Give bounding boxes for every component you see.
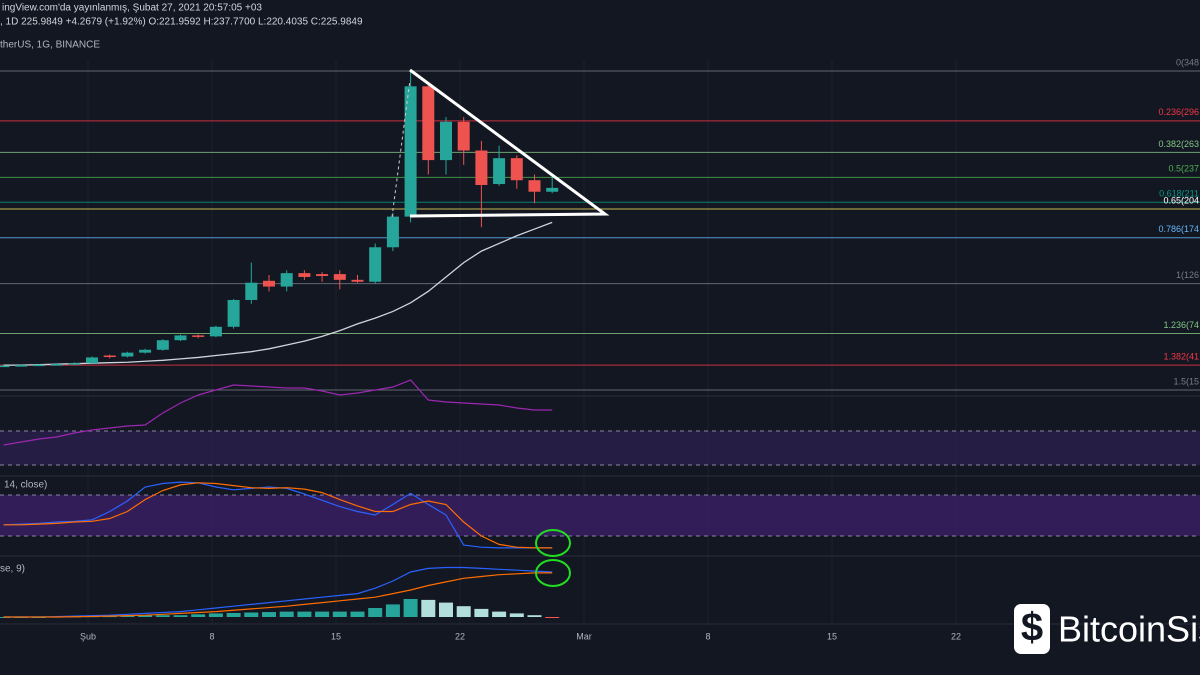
fib-label: 0.5(237 [1168, 164, 1199, 174]
candle-body [121, 352, 134, 357]
candle-body [386, 216, 399, 248]
macd-histogram-bar [527, 615, 542, 617]
macd-histogram-bar [456, 606, 471, 617]
macd-histogram-bar [244, 612, 259, 617]
x-tick-label: Şub [80, 631, 96, 641]
candle-body [457, 121, 470, 151]
stoch-band [0, 495, 1200, 536]
macd-histogram-bar [421, 599, 436, 617]
stoch-label: 14, close) [4, 480, 47, 491]
dotted-guide [391, 79, 411, 218]
candle-body [493, 158, 506, 185]
candle-body [351, 279, 364, 282]
macd-histogram-bar [297, 611, 312, 617]
x-tick-label: 22 [951, 631, 961, 641]
macd-histogram-bar [262, 612, 276, 617]
macd-histogram-bar [155, 615, 170, 617]
fib-label: 1.382(41 [1163, 351, 1199, 361]
macd-histogram-bar [208, 613, 223, 617]
x-tick-label: 15 [331, 631, 341, 641]
candle-body [369, 247, 382, 282]
candle-body [280, 273, 293, 287]
x-tick-label: 8 [209, 631, 214, 641]
fib-label: 1.236(74 [1163, 320, 1199, 330]
candle-body [156, 340, 169, 350]
highlight-circle [535, 529, 571, 557]
candle-body [298, 273, 311, 277]
macd-histogram-bar [474, 608, 489, 617]
signal-line [3, 572, 553, 618]
watermark-text: BitcoinSis [1058, 609, 1200, 650]
triangle-pattern [409, 68, 610, 218]
macd-line [3, 566, 553, 618]
macd-histogram-bar [332, 611, 347, 617]
plot-layer: 0(3480.236(2960.382(2630.5(2370.618(2110… [0, 57, 1200, 641]
rsi-line [3, 379, 553, 446]
candle-body [422, 86, 435, 161]
candle-body [528, 180, 541, 192]
macd-histogram-bar [492, 611, 507, 617]
candle-body [209, 326, 222, 337]
candle-body [245, 282, 258, 300]
macd-histogram-bar [279, 611, 294, 617]
macd-histogram-bar [368, 608, 383, 617]
candle-body [50, 364, 63, 366]
macd-histogram-bar [545, 617, 560, 618]
candle-body [333, 274, 346, 280]
highlight-circle [535, 559, 571, 587]
x-tick-label: 8 [705, 631, 710, 641]
candle-body [546, 187, 559, 192]
symbol-text: therUS, 1G, BINANCE [0, 40, 100, 51]
watermark-logo: $ BitcoinSis [1014, 604, 1200, 654]
x-tick-label: Mar [576, 631, 592, 641]
fib-label: 0.382(263 [1158, 139, 1199, 149]
macd-histogram-bar [138, 615, 153, 617]
macd-histogram-bar [191, 614, 206, 617]
macd-histogram-bar [173, 615, 188, 617]
candle-body [316, 274, 329, 277]
fib-label: 0.65(204 [1163, 195, 1199, 205]
candle-body [510, 158, 523, 181]
rsi-band [0, 431, 1200, 465]
fib-label: 0.618(211 [1159, 189, 1199, 199]
candle-body [227, 299, 240, 327]
macd-histogram-bar [350, 611, 365, 617]
svg-text:$: $ [1021, 606, 1043, 650]
quote-text: , 1D 225.9849 +4.2679 (+1.92%) O:221.959… [0, 17, 363, 28]
macd-histogram-bar [385, 604, 400, 617]
candle-body [68, 363, 81, 365]
x-tick-label: 15 [827, 631, 837, 641]
stoch-d-line [3, 482, 553, 549]
fib-label: 1.5(15 [1173, 376, 1199, 386]
candle-body [174, 335, 187, 341]
candle-body [32, 364, 45, 367]
candle-body [263, 280, 275, 287]
macd-histogram-bar [226, 612, 241, 617]
candle-body [192, 335, 205, 337]
candle-body [440, 121, 452, 161]
fib-label: 0.236(296 [1158, 107, 1199, 117]
candle-body [103, 355, 116, 358]
macd-label: se, 9) [0, 564, 25, 575]
candle-body [86, 357, 98, 364]
candle-body [404, 86, 417, 217]
macd-histogram-bar [509, 613, 524, 617]
fib-label: 0.786(174 [1158, 224, 1199, 234]
candle-body [0, 365, 10, 368]
macd-histogram-bar [315, 611, 330, 617]
x-tick-label: 22 [455, 631, 465, 641]
macd-histogram-bar [403, 599, 418, 617]
macd-histogram-bar [439, 602, 453, 617]
candle-body [475, 150, 488, 186]
fib-label: 1(126 [1176, 270, 1199, 280]
candle-body [15, 365, 28, 367]
published-text: ingView.com'da yayınlanmış, Şubat 27, 20… [2, 3, 262, 14]
fib-label: 0(348 [1176, 57, 1199, 67]
macd-histogram-bar [120, 615, 135, 617]
candle-body [139, 349, 152, 353]
